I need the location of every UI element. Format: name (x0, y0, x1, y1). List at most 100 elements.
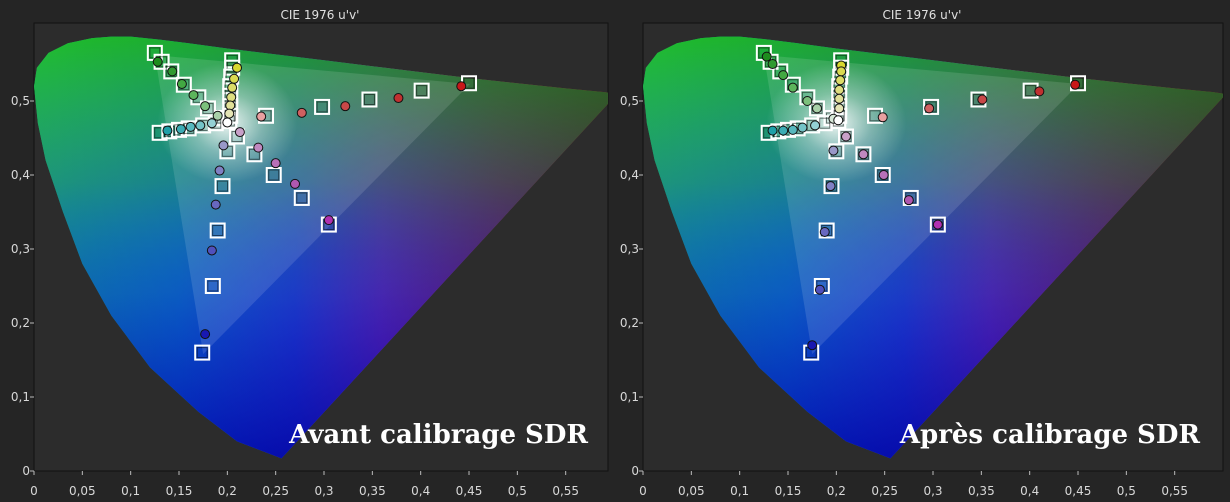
x-tick-label: 0,2 (218, 484, 237, 498)
chart-title: CIE 1976 u'v' (883, 8, 962, 22)
measured-point (828, 145, 839, 156)
target-square-inner (212, 225, 224, 236)
target-square-inner (217, 180, 229, 192)
measured-point (778, 70, 789, 81)
x-tick-label: 0,45 (456, 484, 483, 498)
measured-point (807, 340, 818, 351)
target-square-inner (819, 117, 831, 129)
measured-point (903, 195, 914, 206)
measured-point (932, 219, 943, 230)
x-tick-label: 0,4 (411, 484, 430, 498)
target-square-inner (207, 280, 219, 292)
x-tick-label: 0,05 (69, 484, 96, 498)
x-tick-label: 0,25 (262, 484, 289, 498)
measured-point (761, 51, 772, 62)
x-tick-label: 0,2 (827, 484, 846, 498)
measured-point (206, 118, 217, 129)
x-tick-label: 0,35 (968, 484, 995, 498)
measured-point (819, 226, 830, 237)
measured-point (833, 115, 844, 126)
target-square (214, 178, 231, 195)
y-tick-label: 0,1 (620, 390, 639, 404)
measured-point (195, 120, 206, 131)
measured-point (296, 107, 307, 118)
measured-point (814, 284, 825, 295)
measured-point (253, 142, 264, 153)
y-tick-label: 0,1 (11, 390, 30, 404)
measured-point (767, 125, 778, 136)
measured-point (226, 92, 237, 103)
measured-point (767, 59, 778, 69)
target-square (902, 189, 919, 206)
y-tick-label: 0,5 (11, 94, 30, 108)
measured-point (340, 101, 351, 112)
target-square (823, 178, 840, 195)
measured-point (456, 81, 467, 92)
x-tick-label: 0,1 (730, 484, 749, 498)
measured-point (787, 124, 798, 135)
target-square (923, 98, 940, 115)
measured-point (227, 82, 238, 93)
measured-point (200, 329, 211, 340)
x-tick-label: 0,55 (1161, 484, 1188, 498)
target-square-inner (316, 101, 328, 113)
measured-point (812, 103, 823, 114)
target-square (209, 222, 226, 239)
target-square (194, 344, 211, 361)
chart-caption: Avant calibrage SDR (288, 420, 588, 450)
x-tick-label: 0,15 (775, 484, 802, 498)
x-tick-label: 0,35 (359, 484, 386, 498)
target-square (818, 222, 835, 239)
measured-point (825, 181, 836, 192)
x-tick-label: 0,5 (1117, 484, 1136, 498)
measured-point (835, 75, 846, 86)
y-tick-label: 0,3 (620, 242, 639, 256)
chart-panel-2: CIE 1976 u'v' 0 0,05 0,1 0,15 0,2 0,25 0,3 0,35 0… (620, 8, 1224, 498)
measured-point (787, 82, 798, 93)
measured-point (185, 121, 196, 132)
target-square-inner (416, 85, 428, 97)
measured-point (290, 178, 301, 189)
y-tick-label: 0,3 (11, 242, 30, 256)
y-tick-label: 0 (631, 464, 639, 478)
target-square (838, 128, 855, 145)
y-tick-label: 0,2 (620, 316, 639, 330)
measured-point (834, 103, 845, 114)
target-square-inner (363, 94, 375, 106)
measured-point (162, 125, 173, 136)
measured-point (802, 96, 813, 106)
measured-point (878, 170, 889, 180)
x-tick-label: 0,25 (871, 484, 898, 498)
measured-point (232, 62, 243, 73)
x-tick-label: 0,1 (121, 484, 140, 498)
target-square (874, 167, 891, 183)
measured-point (206, 245, 217, 256)
chart-title: CIE 1976 u'v' (281, 8, 360, 22)
measured-point (229, 73, 240, 84)
measured-point (1034, 86, 1045, 97)
x-tick-label: 0,45 (1065, 484, 1092, 498)
measured-point (167, 66, 178, 77)
x-tick-label: 0 (639, 484, 647, 498)
y-tick-label: 0 (22, 464, 30, 478)
measured-point (858, 149, 869, 160)
target-square (204, 278, 221, 294)
x-tick-label: 0 (30, 484, 38, 498)
measured-point (877, 112, 888, 123)
x-tick-label: 0,3 (314, 484, 333, 498)
x-tick-label: 0,15 (166, 484, 193, 498)
measured-point (810, 120, 821, 131)
measured-point (212, 110, 223, 121)
target-square (293, 189, 310, 206)
y-tick-label: 0,2 (11, 316, 30, 330)
measured-point (152, 56, 163, 67)
x-tick-label: 0,05 (678, 484, 705, 498)
target-square (929, 216, 946, 233)
measured-point (924, 103, 935, 114)
measured-point (778, 125, 789, 136)
measured-point (797, 122, 808, 133)
target-square (855, 146, 872, 163)
measured-point (234, 127, 245, 138)
x-tick-label: 0,4 (1020, 484, 1039, 498)
